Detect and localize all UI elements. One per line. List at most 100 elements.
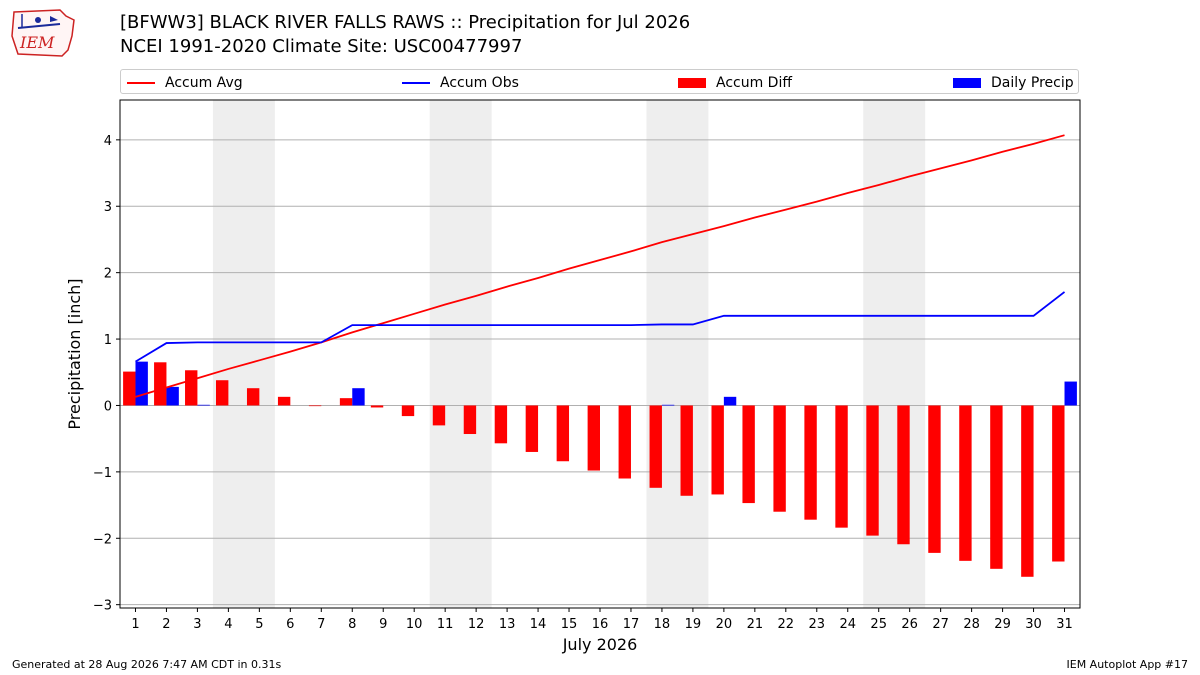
- chart-subtitle: NCEI 1991-2020 Climate Site: USC00477997: [120, 36, 523, 57]
- weekend-band: [212, 100, 275, 608]
- bar-daily-precip: [723, 396, 737, 406]
- weekend-band: [646, 100, 709, 608]
- x-tick-label: 3: [193, 617, 201, 632]
- x-tick-label: 9: [379, 617, 387, 632]
- chart-legend: Accum Avg Accum Obs Accum Diff Daily Pre…: [120, 69, 1079, 94]
- y-tick-label: 1: [104, 333, 112, 348]
- bar-accum-diff: [959, 405, 972, 561]
- y-tick-label: 3: [104, 200, 112, 215]
- bar-accum-diff: [339, 398, 353, 406]
- x-tick-label: 14: [530, 617, 547, 632]
- legend-label-daily-precip: Daily Precip: [991, 74, 1074, 91]
- x-tick-label: 19: [685, 617, 702, 632]
- bar-accum-diff: [587, 405, 600, 471]
- x-tick-label: 29: [994, 617, 1011, 632]
- bar-accum-diff: [773, 405, 786, 512]
- bar-accum-diff: [928, 405, 941, 553]
- legend-item-accum-diff: Accum Diff: [678, 70, 792, 95]
- bar-accum-diff: [1052, 405, 1065, 562]
- bar-accum-diff: [277, 396, 291, 406]
- bar-accum-diff: [525, 405, 539, 452]
- legend-item-accum-avg: Accum Avg: [127, 70, 243, 95]
- y-axis-label: Precipitation [inch]: [65, 278, 84, 429]
- x-tick-label: 2: [162, 617, 170, 632]
- bar-accum-diff: [463, 405, 477, 435]
- bar-daily-precip: [166, 386, 179, 406]
- bar-accum-diff: [432, 405, 446, 426]
- chart-title: [BFWW3] BLACK RIVER FALLS RAWS :: Precip…: [120, 12, 691, 33]
- legend-label-accum-avg: Accum Avg: [165, 74, 243, 91]
- plot-frame: [119, 99, 1081, 609]
- x-tick-label: 16: [592, 617, 609, 632]
- y-tick-label: 4: [104, 134, 112, 149]
- x-tick-label: 4: [224, 617, 232, 632]
- bar-accum-diff: [185, 370, 198, 406]
- x-tick-label: 21: [747, 617, 764, 632]
- bar-accum-diff: [618, 405, 631, 479]
- y-tick-label: 0: [104, 399, 112, 414]
- bar-accum-diff: [494, 405, 508, 444]
- x-tick-label: 22: [778, 617, 795, 632]
- bar-daily-precip: [1064, 381, 1077, 406]
- x-tick-label: 15: [561, 617, 578, 632]
- x-tick-label: 10: [406, 617, 423, 632]
- bar-accum-diff: [401, 405, 415, 417]
- legend-label-accum-obs: Accum Obs: [440, 74, 519, 91]
- bar-accum-diff: [246, 388, 260, 406]
- bar-accum-diff: [308, 405, 322, 407]
- bar-accum-diff: [897, 405, 910, 545]
- bar-daily-precip: [197, 404, 210, 406]
- legend-swatch-daily-precip: [953, 77, 981, 88]
- logo-text: IEM: [19, 33, 55, 52]
- line-accum-obs: [135, 291, 1066, 363]
- x-tick-label: 26: [901, 617, 918, 632]
- bar-accum-diff: [711, 405, 724, 495]
- x-tick-label: 6: [286, 617, 294, 632]
- bar-daily-precip: [135, 361, 148, 406]
- weekend-band: [429, 100, 492, 608]
- bar-accum-diff: [556, 405, 570, 462]
- legend-swatch-accum-avg: [127, 81, 155, 84]
- bar-accum-diff: [990, 405, 1003, 569]
- x-tick-label: 23: [809, 617, 826, 632]
- bar-accum-diff: [804, 405, 817, 520]
- x-tick-label: 12: [468, 617, 485, 632]
- bar-accum-diff: [370, 405, 384, 408]
- bar-accum-diff: [680, 405, 693, 496]
- x-axis-label: July 2026: [562, 635, 638, 654]
- x-tick-label: 24: [839, 617, 856, 632]
- x-tick-label: 31: [1056, 617, 1073, 632]
- legend-swatch-accum-obs: [402, 81, 430, 84]
- y-tick-label: −2: [93, 532, 112, 547]
- bar-accum-diff: [835, 405, 848, 528]
- y-tick-label: −3: [93, 599, 112, 614]
- x-tick-label: 13: [499, 617, 516, 632]
- line-accum-avg: [135, 134, 1065, 398]
- x-tick-label: 5: [255, 617, 263, 632]
- bar-accum-diff: [866, 405, 879, 536]
- bar-accum-diff: [649, 405, 662, 488]
- x-tick-label: 17: [623, 617, 640, 632]
- bar-accum-diff: [742, 405, 755, 504]
- bar-accum-diff: [123, 371, 136, 406]
- legend-item-accum-obs: Accum Obs: [402, 70, 519, 95]
- x-tick-label: 25: [870, 617, 887, 632]
- legend-item-daily-precip: Daily Precip: [953, 70, 1074, 95]
- bar-accum-diff: [1021, 405, 1034, 577]
- x-tick-label: 7: [317, 617, 325, 632]
- y-tick-label: 2: [104, 267, 112, 282]
- bar-daily-precip: [352, 388, 365, 406]
- bar-daily-precip: [661, 404, 675, 406]
- bar-accum-diff: [216, 380, 229, 406]
- footer-app: IEM Autoplot App #17: [1066, 658, 1189, 671]
- x-tick-label: 27: [932, 617, 949, 632]
- x-tick-label: 28: [963, 617, 980, 632]
- iem-logo: IEM: [11, 9, 75, 57]
- x-tick-label: 30: [1025, 617, 1042, 632]
- x-tick-label: 1: [131, 617, 139, 632]
- bar-accum-diff: [154, 362, 167, 406]
- x-tick-label: 11: [437, 617, 454, 632]
- legend-swatch-accum-diff: [678, 77, 706, 88]
- x-tick-label: 20: [716, 617, 733, 632]
- x-tick-label: 8: [348, 617, 356, 632]
